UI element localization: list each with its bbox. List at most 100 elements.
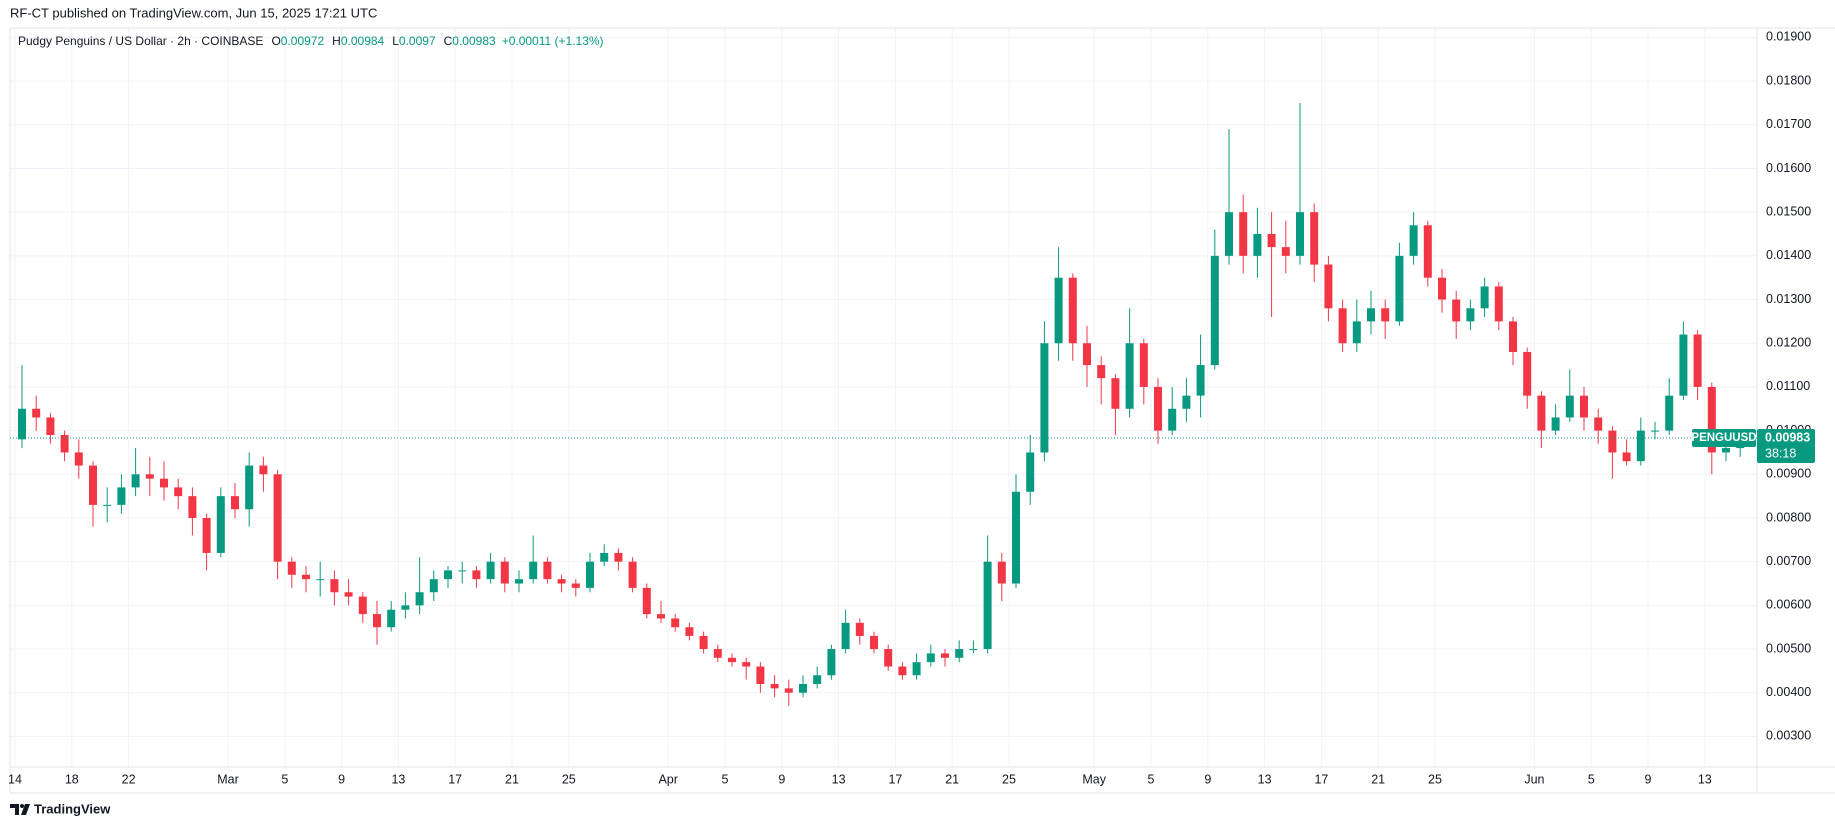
candle-body <box>429 579 438 593</box>
candle-body <box>1012 491 1020 584</box>
candle-body <box>1097 365 1106 379</box>
y-tick-label: 0.01400 <box>1766 248 1811 262</box>
x-tick-label: 13 <box>1258 772 1272 786</box>
candle-body <box>358 596 367 615</box>
candle-body <box>1594 417 1603 431</box>
candle-body <box>1139 343 1148 387</box>
candle-body <box>174 487 183 497</box>
candle-body <box>287 561 296 575</box>
candle-body <box>1523 351 1532 396</box>
candle-body <box>586 561 594 588</box>
x-tick-label: 21 <box>945 772 959 786</box>
candle-body <box>728 657 736 663</box>
candle-body <box>1125 343 1134 409</box>
y-tick-label: 0.00600 <box>1766 598 1811 612</box>
x-tick-label: 14 <box>8 772 22 786</box>
legend-value: 0.00972 <box>281 34 325 48</box>
y-tick-label: 0.00400 <box>1766 685 1811 699</box>
x-tick-label: Mar <box>217 772 239 786</box>
candle-body <box>870 635 878 650</box>
candle-body <box>997 561 1006 584</box>
candle-body <box>458 570 467 572</box>
countdown: 38:18 <box>1765 446 1796 460</box>
candle-body <box>1196 365 1205 396</box>
candle-body <box>1054 277 1063 344</box>
symbol-tag-text: PENGUUSD <box>1691 432 1756 444</box>
candle-body <box>742 662 751 667</box>
candle-body <box>373 614 381 628</box>
x-tick-label: 9 <box>338 772 345 786</box>
candle-body <box>387 609 396 628</box>
x-tick-label: 13 <box>832 772 846 786</box>
x-tick-label: 9 <box>778 772 785 786</box>
x-tick-label: 5 <box>1588 772 1595 786</box>
legend-key: O <box>271 34 280 48</box>
candle-body <box>1665 395 1674 431</box>
candle-body <box>955 649 964 658</box>
candle-body <box>444 570 452 580</box>
candle-body <box>216 496 225 553</box>
x-tick-label: 5 <box>281 772 288 786</box>
candle-body <box>1026 452 1035 492</box>
candle-body <box>841 622 850 650</box>
candle-body <box>1622 452 1631 462</box>
x-tick-label: 9 <box>1645 772 1652 786</box>
y-tick-label: 0.01200 <box>1766 336 1811 350</box>
candle-body <box>855 622 864 636</box>
y-tick-label: 0.01700 <box>1766 117 1811 131</box>
candle-body <box>1210 255 1219 366</box>
x-tick-label: 5 <box>1148 772 1155 786</box>
x-tick-label: 9 <box>1204 772 1211 786</box>
candle-body <box>1182 395 1191 409</box>
candle-body <box>316 579 325 581</box>
candle-body <box>642 587 651 615</box>
y-tick-label: 0.01500 <box>1766 204 1811 218</box>
candle-body <box>344 592 353 597</box>
candle-body <box>628 561 637 588</box>
candle-body <box>1608 430 1617 453</box>
candle-body <box>415 592 424 606</box>
candle-body <box>1679 334 1688 396</box>
candle-body <box>912 662 921 676</box>
candle-body <box>1537 395 1546 431</box>
logo-mark <box>10 804 30 815</box>
x-tick-label: 22 <box>122 772 136 786</box>
candle-body <box>1338 308 1347 344</box>
candle-body <box>1239 212 1248 256</box>
candle-body <box>770 683 779 689</box>
candle-body <box>898 666 907 676</box>
candle-body <box>1381 308 1390 322</box>
grid <box>10 28 1757 767</box>
y-tick-label: 0.01100 <box>1766 379 1810 393</box>
candle-body <box>1352 321 1361 344</box>
y-tick-label: 0.01800 <box>1766 73 1811 87</box>
y-tick-label: 0.01300 <box>1766 292 1811 306</box>
x-tick-label: 13 <box>391 772 405 786</box>
candle-body <box>1267 234 1276 248</box>
chart-header: Pudgy Penguins / US Dollar · 2h · COINBA… <box>18 34 604 48</box>
candle-body <box>1494 286 1503 322</box>
legend-value: 0.00983 <box>452 34 496 48</box>
x-tick-label: 17 <box>1314 772 1328 786</box>
x-tick-label: May <box>1082 772 1106 786</box>
candle-body <box>1466 308 1475 322</box>
symbol-title: Pudgy Penguins / US Dollar · 2h · COINBA… <box>18 34 263 48</box>
candle-body <box>600 552 609 562</box>
candle-body <box>983 561 992 650</box>
candles <box>18 102 1745 706</box>
legend-value: 0.00984 <box>341 34 385 48</box>
candle-body <box>1707 386 1716 453</box>
x-tick-label: Jun <box>1524 772 1544 786</box>
candle-body <box>1509 321 1517 352</box>
candle-body <box>1367 308 1375 322</box>
candle-body <box>926 653 935 663</box>
brand-logo <box>10 804 30 815</box>
x-tick-label: 5 <box>722 772 729 786</box>
candle-body <box>1551 417 1560 431</box>
candle-body <box>699 635 708 650</box>
candle-body <box>245 465 254 510</box>
candle-body <box>1423 225 1432 278</box>
candle-body <box>259 465 268 475</box>
